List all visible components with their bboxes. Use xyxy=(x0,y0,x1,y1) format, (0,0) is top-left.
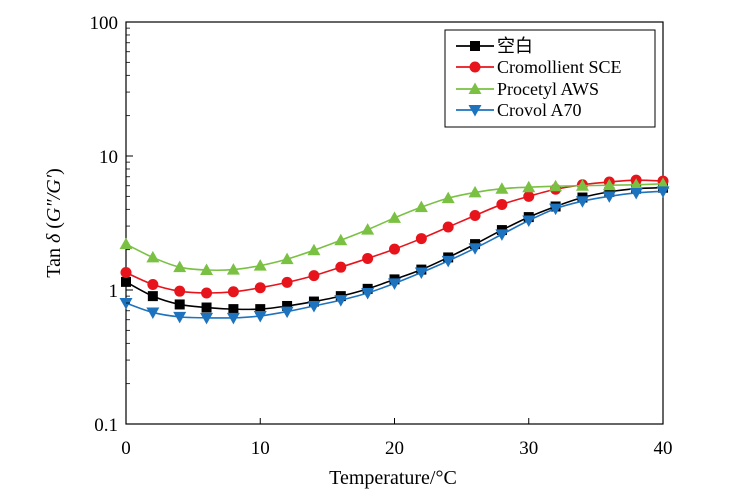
legend-label-crovol: Crovol A70 xyxy=(497,100,582,120)
data-point xyxy=(146,307,160,319)
data-point xyxy=(442,221,454,233)
data-point xyxy=(602,178,616,191)
data-point xyxy=(361,223,375,235)
data-point xyxy=(469,209,481,221)
data-point xyxy=(307,243,321,256)
data-point xyxy=(495,229,509,241)
data-point xyxy=(173,311,187,324)
y-tick-label: 100 xyxy=(90,13,119,34)
data-point xyxy=(254,282,266,294)
data-point xyxy=(147,278,159,290)
legend-marker xyxy=(470,41,480,51)
y-tick-label: 1 xyxy=(109,281,119,302)
y-axis-title: Tan δ (G″/G′) xyxy=(43,168,65,278)
data-point xyxy=(414,267,428,280)
data-point xyxy=(575,179,589,191)
data-point xyxy=(147,291,158,302)
x-tick-label: 0 xyxy=(121,438,131,459)
x-tick-label: 30 xyxy=(519,438,538,459)
data-point xyxy=(307,300,321,313)
data-point xyxy=(227,286,239,298)
data-point xyxy=(389,243,400,255)
data-point xyxy=(523,190,535,202)
data-point xyxy=(228,304,239,315)
data-point xyxy=(119,237,133,250)
data-point xyxy=(468,185,482,198)
data-point xyxy=(201,302,212,313)
data-point xyxy=(226,312,240,325)
data-point xyxy=(468,243,482,255)
data-point xyxy=(334,295,348,307)
data-point xyxy=(280,252,294,265)
x-tick-label: 20 xyxy=(385,438,404,459)
legend-marker xyxy=(468,82,482,94)
data-point xyxy=(602,191,616,203)
data-point xyxy=(174,285,186,297)
y-axis-title-part-5: ) xyxy=(43,168,65,175)
data-point xyxy=(549,179,563,192)
data-point xyxy=(496,198,508,210)
data-point xyxy=(495,182,509,194)
data-point xyxy=(362,252,374,264)
data-point xyxy=(441,191,455,204)
data-point xyxy=(255,304,266,315)
data-point xyxy=(308,270,320,282)
data-point xyxy=(388,278,401,290)
data-point xyxy=(388,211,401,223)
legend-label-cromollient: Cromollient SCE xyxy=(497,57,622,77)
legend-marker xyxy=(468,105,482,117)
legend-label-procetyl: Procetyl AWS xyxy=(497,79,599,99)
data-point xyxy=(146,250,160,263)
data-point xyxy=(253,259,267,271)
y-axis-title-modulus: G″/G′ xyxy=(43,174,65,222)
data-point xyxy=(280,306,294,319)
x-tick-label: 10 xyxy=(251,438,270,459)
data-point xyxy=(334,233,348,246)
data-point xyxy=(361,287,375,300)
data-point xyxy=(253,310,267,323)
data-point xyxy=(415,233,427,245)
data-point xyxy=(120,267,132,279)
data-point xyxy=(201,287,213,299)
data-point xyxy=(522,215,536,228)
series-layer xyxy=(119,174,670,325)
y-tick-label: 0.1 xyxy=(94,415,118,436)
y-axis-title-part-1: Tan xyxy=(43,243,65,278)
data-point xyxy=(629,178,643,190)
data-point xyxy=(522,180,536,193)
series-4 xyxy=(119,186,670,325)
legend-swatches xyxy=(456,41,494,117)
y-axis-title-delta: δ xyxy=(43,233,65,243)
data-point xyxy=(549,203,563,216)
data-point xyxy=(629,187,643,200)
ticks-layer: 0 10 20 30 40 0.1 1 10 100 xyxy=(90,13,673,459)
data-point xyxy=(173,260,187,273)
x-tick-label: 40 xyxy=(654,438,673,459)
data-point xyxy=(414,200,428,213)
y-axis-title-part-3: ( xyxy=(43,222,65,234)
data-point xyxy=(226,263,240,275)
data-point xyxy=(119,297,133,310)
data-point xyxy=(282,300,293,311)
data-point xyxy=(281,276,293,288)
x-axis-title: Temperature/°C xyxy=(329,467,457,489)
data-point xyxy=(200,263,214,276)
data-point xyxy=(174,299,185,310)
y-tick-label: 10 xyxy=(99,147,118,168)
data-point xyxy=(441,255,455,268)
data-point xyxy=(335,261,347,273)
data-point xyxy=(575,196,589,208)
data-point xyxy=(656,186,670,198)
data-point xyxy=(200,312,214,325)
legend-label-blank: 空白 xyxy=(497,36,533,56)
data-point xyxy=(656,177,670,189)
series-3 xyxy=(119,177,670,276)
data-point xyxy=(121,276,131,287)
legend: 空白 Cromollient SCE Procetyl AWS Crovol A… xyxy=(444,29,656,128)
legend-marker xyxy=(469,61,481,73)
